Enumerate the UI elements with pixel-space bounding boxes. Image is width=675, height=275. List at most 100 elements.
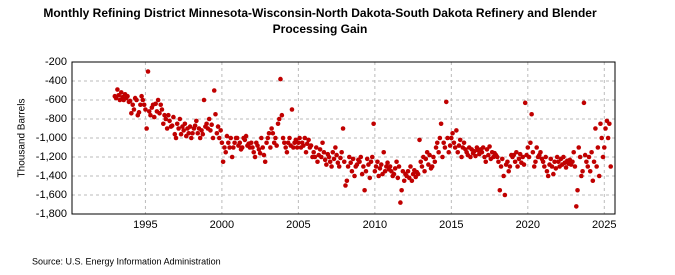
data-point [454, 128, 459, 133]
data-point [522, 100, 528, 106]
data-point [327, 159, 333, 165]
data-point [459, 154, 464, 160]
data-point [270, 130, 276, 136]
data-point [192, 123, 198, 128]
data-point [577, 154, 583, 160]
data-point [222, 145, 227, 150]
data-point [487, 144, 492, 149]
data-point [445, 135, 450, 141]
data-point [429, 164, 435, 169]
data-point [161, 121, 166, 127]
data-point [182, 121, 188, 127]
data-point [456, 143, 462, 148]
data-point [329, 164, 334, 169]
data-point [544, 168, 550, 174]
data-point [129, 111, 134, 116]
x-tick-label: 2015 [439, 219, 463, 231]
data-point [542, 164, 547, 169]
data-point [163, 116, 169, 122]
data-point [186, 130, 192, 136]
data-point [423, 156, 429, 162]
data-point [533, 159, 538, 165]
plot-area [71, 61, 616, 215]
data-point [372, 168, 378, 174]
data-point [417, 137, 422, 143]
data-point [349, 168, 355, 174]
data-point [153, 101, 158, 107]
chart-title: Monthly Refining District Minnesota-Wisc… [43, 6, 597, 36]
data-point [322, 157, 328, 163]
data-point [223, 149, 229, 155]
data-point [441, 140, 446, 146]
data-point [227, 145, 232, 150]
data-point [497, 187, 503, 193]
data-point [335, 160, 341, 165]
data-point [607, 121, 612, 127]
data-point [387, 164, 393, 169]
data-point [603, 126, 608, 131]
y-tick-label: -1,800 [36, 208, 67, 220]
data-point [340, 126, 346, 131]
data-point [321, 149, 327, 155]
data-point [218, 128, 223, 133]
data-point [341, 159, 347, 165]
data-point [204, 121, 209, 127]
data-point [331, 156, 337, 162]
data-point [208, 128, 213, 133]
data-point [261, 152, 267, 158]
data-point [596, 173, 602, 179]
y-tick-label: -400 [45, 75, 67, 87]
data-point [431, 154, 436, 160]
data-point [333, 145, 338, 150]
data-point [576, 145, 582, 150]
data-point [158, 102, 164, 108]
data-point [234, 135, 240, 141]
data-point [608, 164, 614, 169]
data-point [213, 111, 218, 117]
data-point [450, 130, 455, 136]
data-point [563, 165, 569, 170]
data-point [600, 154, 606, 160]
data-point [301, 143, 306, 148]
data-point [139, 93, 144, 99]
data-point [381, 149, 387, 155]
data-point [269, 126, 274, 131]
data-point [457, 137, 463, 143]
data-point [145, 69, 151, 74]
data-point [447, 143, 453, 148]
data-point [216, 135, 222, 141]
data-point [593, 126, 598, 131]
data-point [344, 178, 350, 184]
data-point [304, 141, 310, 146]
data-point [549, 164, 555, 169]
data-point [174, 121, 180, 127]
data-point [473, 153, 478, 159]
data-point [551, 171, 556, 177]
data-point [146, 109, 152, 114]
data-point [352, 173, 357, 179]
data-point [442, 145, 448, 150]
data-point [171, 114, 176, 120]
data-point [530, 149, 536, 155]
data-point [483, 159, 489, 165]
data-point [553, 166, 559, 171]
data-point [376, 173, 381, 179]
data-point [359, 171, 365, 177]
data-point [266, 130, 272, 136]
data-point [496, 159, 501, 165]
data-point [377, 166, 383, 171]
data-point [506, 168, 511, 174]
data-point [581, 100, 587, 106]
data-point [209, 122, 214, 127]
data-point [357, 159, 362, 165]
x-tick-label: 2010 [363, 219, 387, 231]
data-point [315, 159, 320, 165]
data-point [451, 140, 457, 146]
data-point [594, 164, 599, 169]
data-point [176, 126, 181, 131]
data-point [177, 116, 183, 122]
data-point [378, 162, 384, 167]
data-point [264, 140, 269, 146]
data-point [348, 160, 353, 165]
data-point [419, 164, 425, 169]
